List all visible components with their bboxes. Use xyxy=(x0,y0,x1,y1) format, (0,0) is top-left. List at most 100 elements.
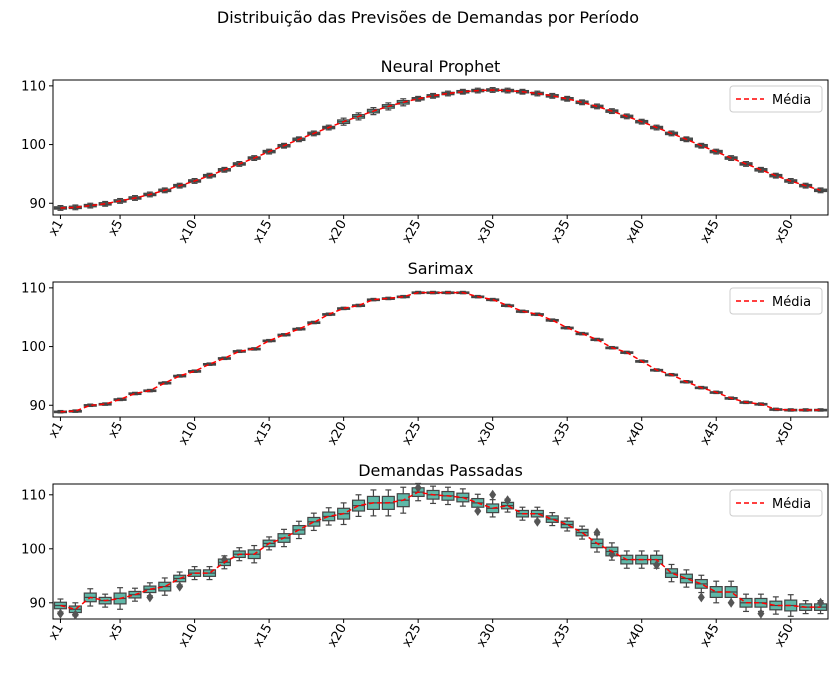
box-x35 xyxy=(560,517,574,532)
x-tick-label: x50 xyxy=(772,622,797,651)
y-tick-label: 100 xyxy=(21,542,46,557)
outlier-point xyxy=(817,597,825,608)
x-tick-label: x5 xyxy=(106,218,127,239)
legend-label: Média xyxy=(772,93,811,108)
x-tick-label: x15 xyxy=(250,622,275,651)
box-x8 xyxy=(158,381,172,385)
box-x18 xyxy=(307,512,321,532)
box-x44 xyxy=(694,574,708,594)
x-tick-label: x45 xyxy=(698,622,723,651)
x-tick-label: x45 xyxy=(698,218,723,247)
box-x30 xyxy=(486,297,500,302)
box-x10 xyxy=(188,566,202,581)
x-tick-label: x10 xyxy=(176,218,201,247)
box-x1 xyxy=(53,205,68,211)
x-tick-label: x35 xyxy=(549,420,574,449)
box-x36 xyxy=(575,99,589,106)
x-tick-label: x5 xyxy=(106,622,127,643)
mean-line xyxy=(60,89,821,209)
x-tick-label: x15 xyxy=(250,218,275,247)
box-x35 xyxy=(560,326,574,330)
x-tick-label: x1 xyxy=(46,622,67,643)
outlier-point xyxy=(71,609,79,620)
box-x35 xyxy=(560,95,574,102)
mean-line xyxy=(60,291,821,413)
legend: Média xyxy=(729,287,823,315)
y-tick-label: 110 xyxy=(21,79,46,94)
y-tick-label: 100 xyxy=(21,340,46,355)
box-x12 xyxy=(217,356,231,361)
x-tick-label: x25 xyxy=(399,622,424,651)
box-x10 xyxy=(188,369,202,373)
figure-suptitle: Distribuição das Previsões de Demandas p… xyxy=(217,8,639,27)
box-x17 xyxy=(292,327,306,331)
chart-panel-2: Sarimax 90 100 110 x1 x5 x10 x15 x20 x25 x30 x35 x40… xyxy=(21,259,829,449)
outlier-point xyxy=(533,516,541,527)
box-x37 xyxy=(590,337,604,342)
x-tick-label: x30 xyxy=(474,420,499,449)
x-tick-label: x35 xyxy=(549,622,574,651)
box-x2 xyxy=(68,602,82,617)
box-x52 xyxy=(813,408,828,412)
box-x15 xyxy=(262,338,276,343)
y-tick-label: 110 xyxy=(21,281,46,296)
box-x14 xyxy=(247,347,261,351)
x-tick-label: x1 xyxy=(46,420,67,441)
x-tick-label: x20 xyxy=(325,420,350,449)
outlier-point xyxy=(593,527,601,538)
box-x31 xyxy=(501,303,515,308)
plot-frame xyxy=(52,483,829,620)
panels-container: Neural Prophet 90 100 110 x1 x5 x10 x15 x20 x25 x3… xyxy=(21,57,829,651)
outlier-point xyxy=(653,560,661,570)
outlier-point xyxy=(489,489,497,500)
y-tick-label: 90 xyxy=(29,596,46,611)
box-x36 xyxy=(575,525,589,540)
box-x42 xyxy=(664,563,679,583)
x-tick-label: x25 xyxy=(399,218,424,247)
legend-box xyxy=(729,287,823,315)
box-x25 xyxy=(411,95,425,102)
x-tick-label: x35 xyxy=(549,218,574,247)
legend-box xyxy=(729,85,823,113)
box-x19 xyxy=(322,312,336,317)
x-tick-label: x10 xyxy=(176,622,201,651)
x-tick-label: x5 xyxy=(106,420,127,441)
x-tick-label: x30 xyxy=(474,218,499,247)
x-tick-label: x20 xyxy=(325,622,350,651)
y-tick-label: 90 xyxy=(29,197,46,212)
y-tick-label: 110 xyxy=(21,488,46,503)
x-tick-label: x50 xyxy=(772,218,797,247)
x-tick-label: x45 xyxy=(698,420,723,449)
chart-title: Neural Prophet xyxy=(381,57,501,76)
chart-title: Demandas Passadas xyxy=(358,461,523,480)
outlier-point xyxy=(146,592,154,603)
x-tick-label: x10 xyxy=(176,420,201,449)
outlier-point xyxy=(757,608,765,619)
outlier-point xyxy=(56,608,64,619)
box-x36 xyxy=(575,331,589,336)
chart-panel-3: Demandas Passadas 90 100 110 x1 x5 x10 x15 x20 x2… xyxy=(21,461,829,651)
outlier-point xyxy=(727,597,735,608)
plot-frame xyxy=(52,281,829,418)
mean-line xyxy=(60,491,821,611)
box-x5 xyxy=(113,397,127,402)
box-x34 xyxy=(545,512,559,527)
x-tick-label: x25 xyxy=(399,420,424,449)
legend-label: Média xyxy=(772,497,811,512)
box-x52 xyxy=(813,187,828,194)
x-tick-label: x40 xyxy=(623,218,648,247)
chart-panel-1: Neural Prophet 90 100 110 x1 x5 x10 x15 x20 x25 x3… xyxy=(21,57,829,247)
y-tick-label: 90 xyxy=(29,399,46,414)
x-tick-label: x30 xyxy=(474,622,499,651)
box-x21 xyxy=(351,303,366,308)
x-tick-label: x40 xyxy=(623,420,648,449)
x-tick-label: x15 xyxy=(250,420,275,449)
y-tick-label: 100 xyxy=(21,138,46,153)
box-x32 xyxy=(515,309,530,314)
outlier-point xyxy=(504,495,512,506)
legend-box xyxy=(729,489,823,517)
outlier-point xyxy=(176,581,184,592)
box-x43 xyxy=(679,569,693,588)
legend-label: Média xyxy=(772,295,811,310)
